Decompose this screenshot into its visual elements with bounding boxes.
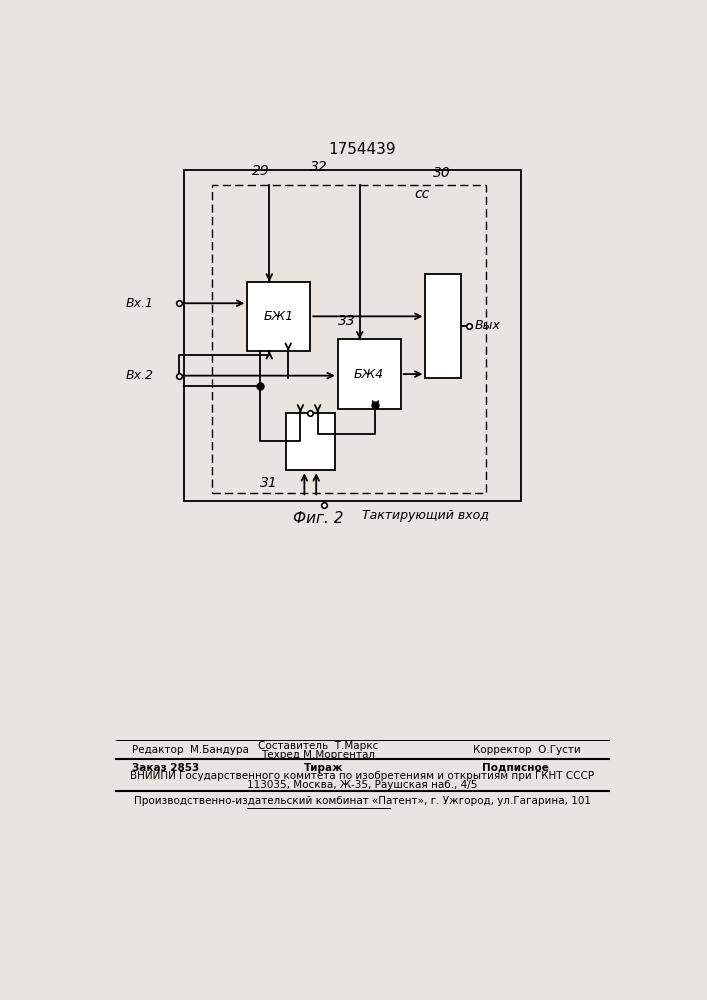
Bar	[211, 185, 486, 493]
Bar	[426, 274, 461, 378]
Text: 33: 33	[338, 314, 356, 328]
Text: 31: 31	[259, 476, 277, 490]
Text: 30: 30	[433, 166, 450, 180]
Text: Вых: Вых	[474, 319, 501, 332]
Bar	[286, 413, 335, 470]
Text: 1754439: 1754439	[329, 142, 396, 157]
Text: Фиг. 2: Фиг. 2	[293, 511, 344, 526]
Text: ВНИИПИ Государственного комитета по изобретениям и открытиям при ГКНТ СССР: ВНИИПИ Государственного комитета по изоб…	[130, 771, 595, 781]
Text: БЖ1: БЖ1	[264, 310, 294, 323]
Bar	[185, 170, 521, 501]
Bar	[247, 282, 310, 351]
Text: 32: 32	[310, 160, 327, 174]
Text: Производственно-издательский комбинат «Патент», г. Ужгород, ул.Гагарина, 101: Производственно-издательский комбинат «П…	[134, 796, 591, 806]
Text: 29: 29	[252, 164, 270, 178]
Text: БЖ4: БЖ4	[354, 368, 384, 381]
Text: Тактирующий вход: Тактирующий вход	[363, 509, 489, 522]
Bar	[338, 339, 401, 409]
Text: Тираж: Тираж	[304, 763, 344, 773]
Text: 113035, Москва, Ж-35, Раушская наб., 4/5: 113035, Москва, Ж-35, Раушская наб., 4/5	[247, 780, 477, 790]
Text: Вх.2: Вх.2	[126, 369, 154, 382]
Text: Подписное: Подписное	[482, 763, 549, 773]
Text: Составитель  Т.Маркс: Составитель Т.Маркс	[258, 741, 379, 751]
Text: Корректор  О.Густи: Корректор О.Густи	[473, 745, 580, 755]
Text: cc: cc	[414, 187, 430, 201]
Text: Заказ 2853: Заказ 2853	[132, 763, 199, 773]
Text: Редактор  М.Бандура: Редактор М.Бандура	[132, 745, 249, 755]
Text: Техред М.Моргентал: Техред М.Моргентал	[262, 750, 375, 760]
Text: Вх.1: Вх.1	[126, 297, 154, 310]
